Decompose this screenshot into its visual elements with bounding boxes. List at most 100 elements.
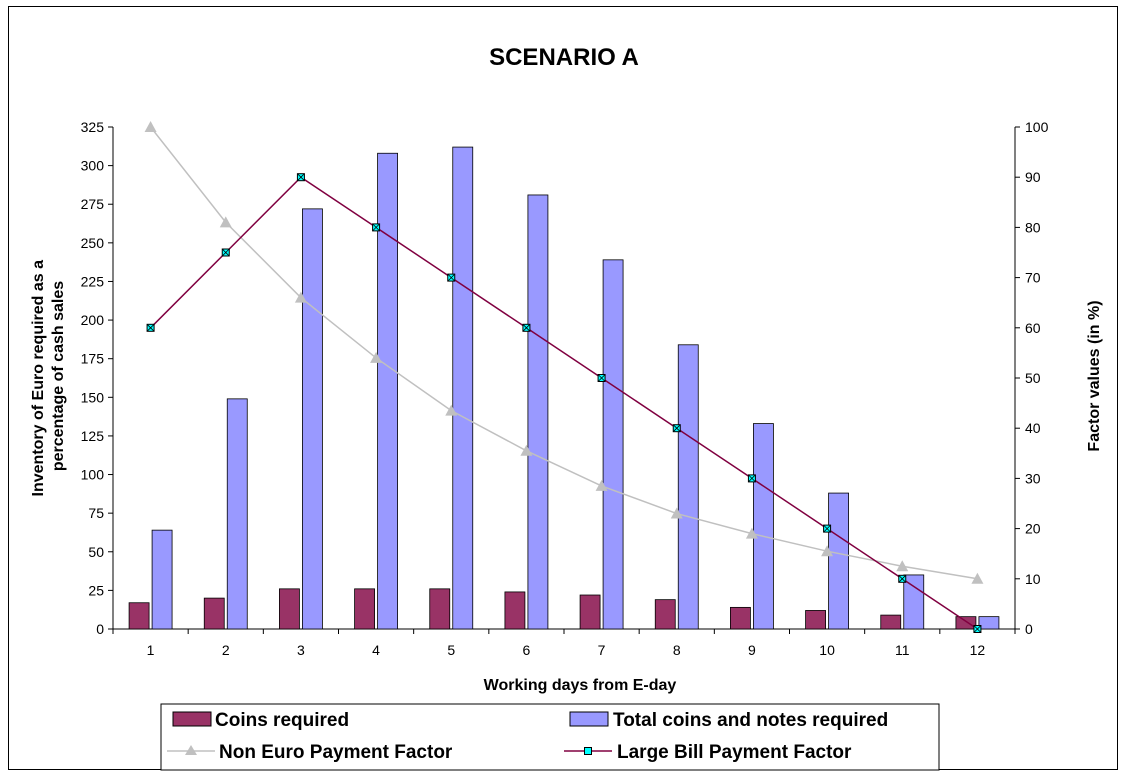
- point-marker-x: [372, 224, 380, 231]
- legend: Coins required Total coins and notes req…: [160, 703, 940, 771]
- y-tick-label: 200: [81, 312, 105, 328]
- y2-tick-label: 20: [1025, 521, 1041, 537]
- x-tick-label: 6: [523, 642, 531, 658]
- point-marker-x: [523, 324, 530, 332]
- bar-total-coins-and-notes-required: [302, 208, 323, 630]
- legend-label-non-euro: Non Euro Payment Factor: [219, 742, 453, 763]
- bar-total-coins-and-notes-required: [226, 398, 248, 630]
- y2-axis-label: Factor values (in %): [1086, 300, 1103, 451]
- point-large-bill-payment-factor: [372, 223, 381, 232]
- bar-total-coins-and-notes-required: [377, 152, 398, 630]
- legend-label-total: Total coins and notes required: [613, 710, 888, 731]
- y2-tick-label: 60: [1025, 320, 1041, 336]
- chart-title: SCENARIO A: [489, 44, 639, 71]
- point-non-euro-payment-factor: [971, 572, 984, 584]
- point-large-bill-payment-factor: [146, 323, 155, 332]
- bar-coins-required: [805, 610, 826, 630]
- point-non-euro-payment-factor: [370, 351, 383, 363]
- x-tick-label: 1: [147, 642, 155, 658]
- x-tick-label: 2: [222, 642, 230, 658]
- point-marker-x: [598, 374, 605, 382]
- point-marker-x: [673, 424, 681, 432]
- point-non-euro-payment-factor: [670, 507, 683, 519]
- y-tick-label: 225: [81, 273, 105, 289]
- point-marker-x: [898, 575, 906, 583]
- x-tick-label: 3: [297, 642, 305, 658]
- bar-total-coins-and-notes-required: [753, 423, 774, 630]
- point-large-bill-payment-factor: [672, 424, 681, 433]
- legend-label-large-bill: Large Bill Payment Factor: [617, 742, 852, 763]
- y-tick-label: 100: [81, 467, 105, 483]
- bar-total-coins-and-notes-required: [903, 574, 925, 630]
- point-marker-x: [147, 324, 154, 332]
- y-tick-label: 325: [81, 119, 105, 135]
- legend-box: [160, 703, 940, 771]
- point-marker-x: [297, 173, 305, 181]
- y2-tick-label: 90: [1025, 169, 1041, 185]
- point-large-bill-payment-factor: [447, 273, 456, 282]
- y-tick-label: 25: [88, 582, 104, 598]
- point-non-euro-payment-factor: [144, 121, 157, 132]
- y2-tick-label: 70: [1025, 270, 1041, 286]
- point-non-euro-payment-factor: [595, 479, 608, 491]
- x-tick-label: 10: [819, 642, 835, 658]
- y-axis-label: Inventory of Euro required as a percenta…: [30, 256, 67, 497]
- x-tick-label: 8: [673, 642, 681, 658]
- bar-coins-required: [429, 588, 451, 630]
- y2-tick-label: 10: [1025, 571, 1041, 587]
- bar-total-coins-and-notes-required: [828, 492, 849, 630]
- legend-swatch-coins: [172, 711, 212, 727]
- y-tick-label: 75: [88, 505, 104, 521]
- y-tick-label: 300: [81, 158, 105, 174]
- y2-tick-label: 0: [1025, 621, 1033, 637]
- point-non-euro-payment-factor: [896, 560, 909, 572]
- bar-coins-required: [504, 591, 526, 630]
- y2-tick-label: 80: [1025, 219, 1041, 235]
- point-marker-x: [447, 274, 455, 281]
- point-non-euro-payment-factor: [219, 216, 232, 228]
- point-large-bill-payment-factor: [823, 524, 832, 533]
- x-tick-label: 4: [372, 642, 380, 658]
- bar-coins-required: [579, 594, 601, 630]
- point-non-euro-payment-factor: [445, 404, 458, 416]
- bar-total-coins-and-notes-required: [452, 146, 474, 630]
- y2-tick-label: 40: [1025, 420, 1041, 436]
- point-non-euro-payment-factor: [520, 444, 533, 456]
- line-large-bill-payment-factor: [150, 176, 978, 630]
- legend-label-coins: Coins required: [215, 710, 349, 731]
- bar-coins-required: [354, 588, 375, 630]
- point-large-bill-payment-factor: [973, 625, 982, 633]
- bar-coins-required: [203, 597, 225, 630]
- point-large-bill-payment-factor: [296, 173, 305, 182]
- bar-coins-required: [279, 588, 300, 630]
- bar-coins-required: [730, 606, 751, 630]
- bar-total-coins-and-notes-required: [151, 529, 173, 630]
- point-marker-x: [974, 625, 981, 633]
- y-axis-label-line-2: percentage of cash sales: [50, 281, 67, 471]
- y2-tick-label: 50: [1025, 370, 1041, 386]
- y2-tick-label: 100: [1025, 119, 1049, 135]
- point-large-bill-payment-factor: [522, 323, 531, 332]
- bar-coins-required: [128, 602, 150, 630]
- bar-total-coins-and-notes-required: [602, 259, 624, 630]
- point-non-euro-payment-factor: [821, 545, 834, 557]
- legend-marker-non-euro: [185, 745, 197, 755]
- bar-coins-required: [955, 616, 977, 630]
- x-tick-label: 12: [970, 642, 986, 658]
- x-tick-label: 9: [748, 642, 756, 658]
- x-tick-label: 7: [598, 642, 606, 658]
- x-axis-label: Working days from E-day: [484, 677, 677, 694]
- plot-area: 0255075100125150175200225250275300325010…: [81, 119, 1049, 658]
- bar-total-coins-and-notes-required: [677, 344, 699, 630]
- y-axis-label-line-1: Inventory of Euro required as a: [30, 260, 47, 497]
- bar-coins-required: [880, 614, 902, 630]
- point-large-bill-payment-factor: [597, 374, 606, 382]
- point-marker-x: [748, 475, 756, 482]
- point-marker-x: [222, 249, 230, 256]
- x-tick-label: 11: [895, 642, 910, 658]
- bar-coins-required: [654, 599, 676, 630]
- chart: SCENARIO A 02550751001251501752002252502…: [30, 44, 1103, 771]
- y2-tick-label: 30: [1025, 470, 1041, 486]
- y-tick-label: 50: [88, 544, 104, 560]
- point-large-bill-payment-factor: [221, 248, 230, 257]
